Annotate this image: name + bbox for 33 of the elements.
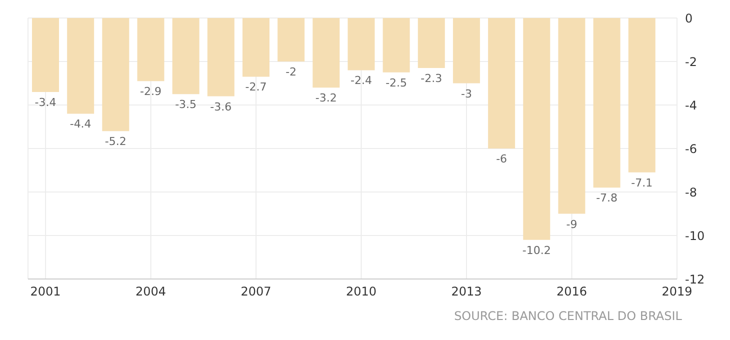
y-tick-label: -10: [685, 228, 705, 243]
data-label: -2.3: [420, 72, 442, 86]
data-label: -3.5: [175, 98, 197, 112]
y-tick-label: -8: [685, 185, 697, 200]
x-tick-label: 2013: [451, 284, 482, 299]
x-tick-label: 2004: [136, 284, 166, 299]
x-tick-label: 2010: [346, 284, 377, 299]
data-label: -2.4: [350, 74, 372, 88]
y-tick-label: -6: [685, 142, 697, 156]
data-label: -10.2: [522, 244, 551, 257]
y-tick-label: 0: [685, 11, 693, 26]
source-note: SOURCE: BANCO CENTRAL DO BRASIL: [453, 309, 682, 323]
data-label: -5.2: [104, 135, 126, 148]
data-label: -2.9: [140, 85, 162, 98]
data-label: -7.8: [596, 192, 618, 205]
x-tick-label: 2007: [240, 284, 272, 299]
y-tick-label: -2: [685, 54, 697, 69]
x-tick-label: 2019: [662, 284, 692, 299]
data-label: -2: [286, 66, 297, 78]
data-label: -2.7: [245, 80, 267, 94]
data-label: -3.4: [34, 96, 56, 109]
x-tick-label: 2001: [30, 284, 61, 299]
data-label: -3.6: [210, 100, 232, 114]
data-label: -4.4: [70, 118, 92, 131]
data-label: -6: [496, 152, 508, 166]
data-label: -3: [460, 87, 472, 100]
y-tick-label: -12: [685, 272, 705, 286]
data-label: -2.5: [386, 76, 408, 90]
data-label: -7.1: [631, 176, 653, 190]
data-label: -3.2: [315, 92, 337, 105]
y-tick-label: -4: [685, 98, 697, 112]
x-tick-label: 2016: [556, 284, 588, 299]
data-label: -9: [566, 218, 578, 231]
